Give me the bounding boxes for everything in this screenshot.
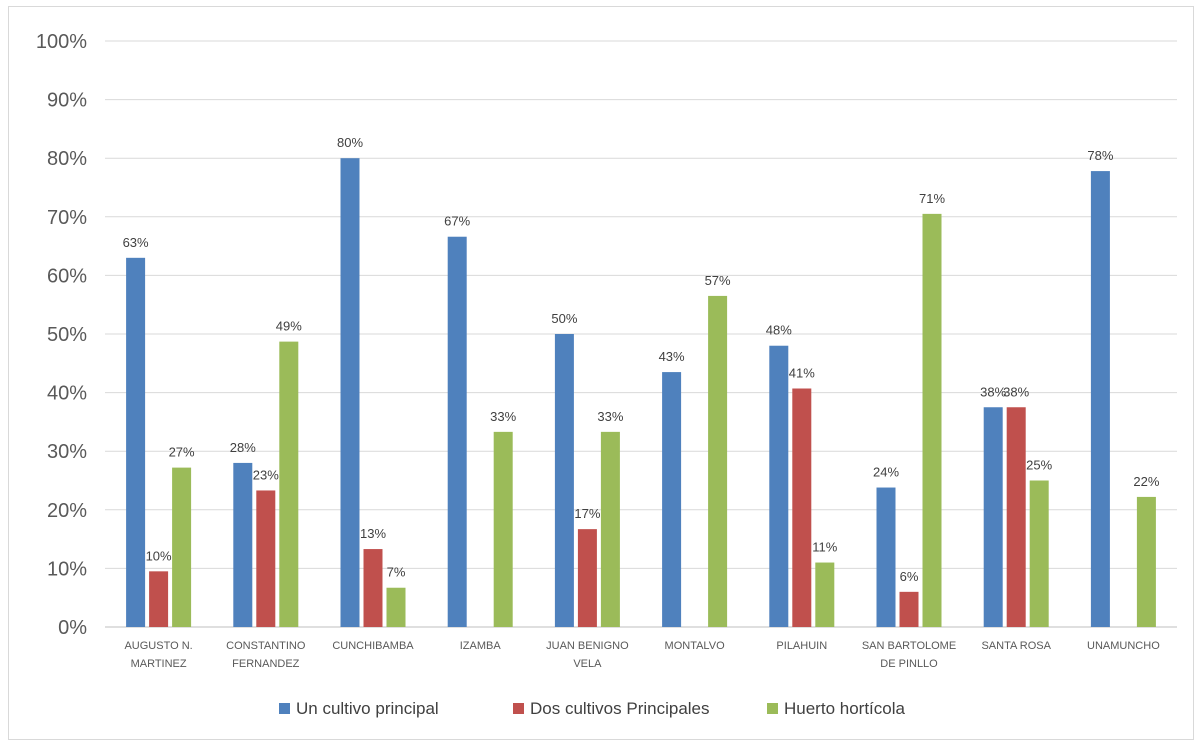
y-tick-label: 50% — [47, 324, 87, 346]
y-tick-label: 80% — [47, 148, 87, 170]
bar — [983, 407, 1003, 627]
data-label: 28% — [230, 440, 256, 455]
data-label: 6% — [900, 569, 919, 584]
data-label: 49% — [276, 319, 302, 334]
bar — [172, 467, 192, 627]
bar — [708, 295, 728, 627]
data-label: 23% — [253, 467, 279, 482]
y-axis: 0% 10% 20% 30% 40% 50% 60% 70% 80% 90% 100% — [36, 31, 87, 639]
y-tick-label: 70% — [47, 207, 87, 229]
bar — [662, 372, 682, 627]
legend-label: Huerto hortícola — [784, 699, 905, 718]
bar — [922, 213, 942, 627]
data-label: 17% — [574, 506, 600, 521]
x-tick-label: MONTALVO — [665, 640, 726, 652]
x-tick-label: IZAMBA — [460, 640, 502, 652]
y-tick-label: 100% — [36, 31, 87, 53]
data-labels: 63% 10% 27% 28% 23% 49% 80% 13% 7% 67% 33% 50% 17% 33… — [123, 135, 1160, 584]
bar — [554, 334, 574, 627]
bar — [363, 549, 383, 627]
bar — [600, 431, 620, 627]
bar — [149, 571, 169, 627]
bar — [493, 431, 513, 627]
x-tick-label: CONSTANTINO — [226, 640, 306, 652]
x-tick-label: SANTA ROSA — [981, 640, 1051, 652]
x-tick-label: VELA — [573, 658, 602, 670]
bar — [279, 341, 299, 627]
data-label: 24% — [873, 465, 899, 480]
bar — [1029, 480, 1049, 627]
legend-swatch — [767, 703, 778, 714]
x-tick-label: JUAN BENIGNO — [546, 640, 629, 652]
bar — [815, 562, 835, 627]
legend-swatch — [513, 703, 524, 714]
chart-frame: 0% 10% 20% 30% 40% 50% 60% 70% 80% 90% 100% 63% 10%… — [8, 6, 1194, 740]
bar — [769, 345, 789, 627]
legend-label: Dos cultivos Principales — [530, 699, 710, 718]
bar — [1006, 407, 1026, 627]
data-label: 10% — [146, 548, 172, 563]
data-label: 27% — [169, 445, 195, 460]
y-tick-label: 0% — [58, 617, 87, 639]
data-label: 11% — [812, 540, 837, 555]
data-label: 43% — [659, 349, 685, 364]
y-tick-label: 40% — [47, 383, 87, 405]
bar — [1090, 171, 1110, 628]
data-label: 25% — [1026, 458, 1052, 473]
data-label: 67% — [444, 214, 470, 229]
data-label: 33% — [597, 409, 623, 424]
x-tick-label: CUNCHIBAMBA — [332, 640, 414, 652]
bar — [792, 388, 812, 627]
legend-label: Un cultivo principal — [296, 699, 439, 718]
x-tick-label: AUGUSTO N. — [124, 640, 192, 652]
data-label: 71% — [919, 191, 945, 206]
y-tick-label: 10% — [47, 558, 87, 580]
bars — [126, 158, 1156, 628]
data-label: 80% — [337, 135, 363, 150]
bar — [256, 490, 276, 627]
data-label: 78% — [1087, 148, 1113, 163]
data-label: 48% — [766, 323, 792, 338]
data-label: 22% — [1133, 474, 1159, 489]
bar — [386, 587, 406, 627]
data-label: 57% — [705, 273, 731, 288]
data-label: 13% — [360, 526, 386, 541]
x-axis: AUGUSTO N. MARTINEZ CONSTANTINO FERNANDEZ CU… — [124, 640, 1160, 670]
x-tick-label: PILAHUIN — [776, 640, 827, 652]
data-label: 50% — [551, 311, 577, 326]
data-label: 33% — [490, 409, 516, 424]
y-tick-label: 30% — [47, 441, 87, 463]
bar — [233, 462, 253, 627]
bar — [577, 529, 597, 627]
x-tick-label: MARTINEZ — [131, 658, 187, 670]
bar — [340, 158, 360, 627]
bar — [447, 236, 467, 627]
y-tick-label: 20% — [47, 500, 87, 522]
bar — [876, 487, 896, 627]
x-tick-label: FERNANDEZ — [232, 658, 300, 670]
legend-swatch — [279, 703, 290, 714]
data-label: 63% — [123, 235, 149, 250]
x-tick-label: SAN BARTOLOME — [862, 640, 956, 652]
data-label: 7% — [387, 565, 406, 580]
bar — [1136, 496, 1156, 627]
data-label: 38% — [980, 384, 1006, 399]
legend: Un cultivo principal Dos cultivos Princip… — [279, 699, 905, 718]
data-label: 41% — [789, 365, 815, 380]
x-tick-label: UNAMUNCHO — [1087, 640, 1160, 652]
bar-chart: 0% 10% 20% 30% 40% 50% 60% 70% 80% 90% 100% 63% 10%… — [36, 31, 1177, 718]
bar — [899, 591, 919, 627]
x-tick-label: DE PINLLO — [880, 658, 938, 670]
data-label: 38% — [1003, 384, 1029, 399]
y-tick-label: 90% — [47, 90, 87, 112]
y-tick-label: 60% — [47, 265, 87, 287]
bar — [126, 257, 146, 627]
